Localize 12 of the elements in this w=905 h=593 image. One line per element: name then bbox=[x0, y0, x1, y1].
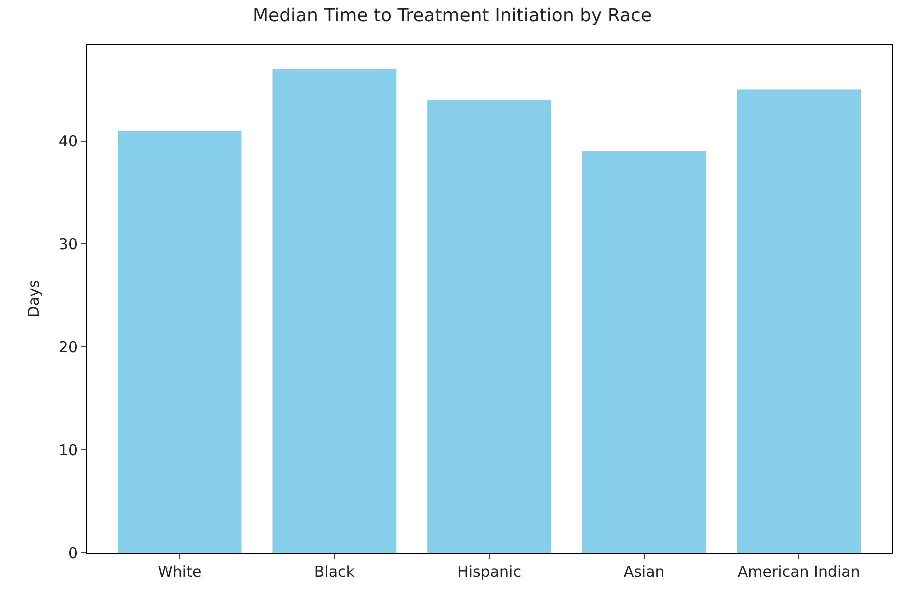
y-tick-label: 0 bbox=[68, 544, 78, 562]
x-tick-label: Asian bbox=[624, 563, 665, 581]
x-tick-label: American Indian bbox=[738, 563, 860, 581]
y-tick-label: 10 bbox=[58, 441, 78, 460]
y-axis-title: Days bbox=[25, 280, 44, 318]
y-tick-label: 40 bbox=[58, 132, 78, 150]
y-tick-label: 30 bbox=[58, 235, 78, 254]
chart-title: Median Time to Treatment Initiation by Race bbox=[253, 5, 652, 26]
x-tick-label: White bbox=[158, 563, 202, 581]
x-tick-label: Hispanic bbox=[458, 563, 522, 581]
y-tick-label: 20 bbox=[58, 338, 78, 356]
x-tick-label: Black bbox=[314, 563, 356, 581]
